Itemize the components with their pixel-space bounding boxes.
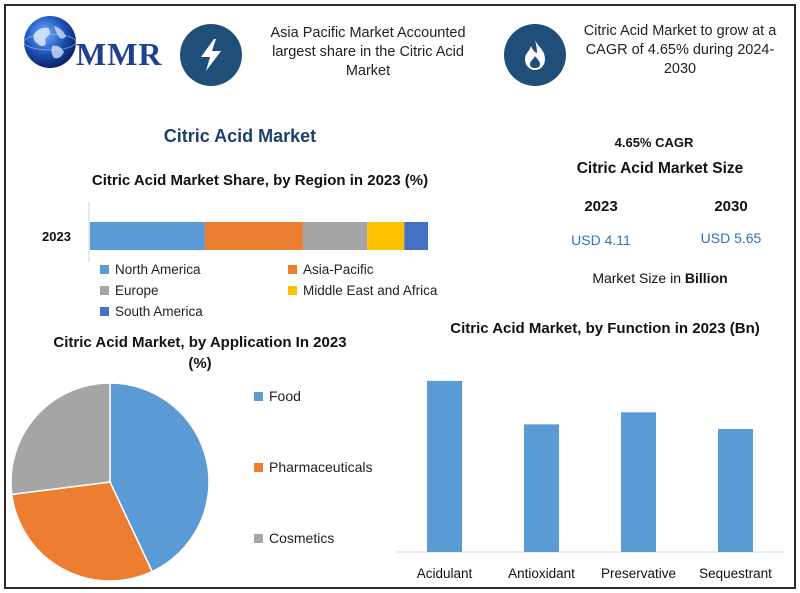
function-bar-antioxidant xyxy=(524,424,559,552)
function-bar-acidulant xyxy=(427,380,462,552)
legend-swatch xyxy=(254,462,263,472)
legend-label: Middle East and Africa xyxy=(303,283,438,298)
legend-swatch xyxy=(288,265,297,274)
value-2023: USD 4.11 xyxy=(571,232,631,248)
globe-logo-icon xyxy=(23,16,77,68)
region-bar-segment-north-america xyxy=(90,222,205,250)
legend-label: North America xyxy=(115,262,201,277)
region-bar-segment-middle-east-and-africa xyxy=(367,222,405,250)
region-chart-category-label: 2023 xyxy=(42,229,71,244)
legend-label: Europe xyxy=(115,283,159,298)
value-2030: USD 5.65 xyxy=(700,230,762,246)
application-legend: Food Pharmaceuticals Cosmetics xyxy=(254,388,404,558)
callout-right-text: Citric Acid Market to grow at a CAGR of … xyxy=(583,23,777,77)
market-size-title: Citric Acid Market Size xyxy=(576,160,744,177)
market-size-note: Market Size in Billion xyxy=(560,270,760,286)
application-chart-title: Citric Acid Market, by Application In 20… xyxy=(53,334,347,372)
region-stacked-bar-chart xyxy=(88,202,428,262)
application-legend-item-food: Food xyxy=(254,388,301,404)
logo-text: MMR xyxy=(76,36,163,72)
function-tick-label-sequestrant: Sequestrant xyxy=(699,566,772,581)
cagr-label: 4.65% CAGR xyxy=(614,135,694,150)
function-chart-title: Citric Acid Market, by Function in 2023 … xyxy=(450,320,760,337)
page-title: Citric Acid Market xyxy=(163,126,317,146)
legend-label: Pharmaceuticals xyxy=(269,459,373,475)
function-tick-label-antioxidant: Antioxidant xyxy=(508,566,575,581)
year-2023-label: 2023 xyxy=(584,198,618,215)
function-bar-chart: Acidulant Antioxidant Preservative Sequestr… xyxy=(396,380,784,581)
application-pie-chart xyxy=(10,382,210,582)
region-legend-item-asia-pacific: Asia-Pacific xyxy=(288,262,374,277)
region-legend: North America Asia-Pacific Europe Middle Ea… xyxy=(100,262,470,324)
region-bar-segment-south-america xyxy=(404,222,428,250)
region-legend-item-europe: Europe xyxy=(100,283,159,298)
legend-swatch xyxy=(288,286,297,295)
application-legend-item-pharmaceuticals: Pharmaceuticals xyxy=(254,459,373,475)
market-size-note-unit: Billion xyxy=(684,270,728,286)
legend-label: Cosmetics xyxy=(269,530,335,546)
function-tick-label-acidulant: Acidulant xyxy=(417,566,473,581)
function-bar-sequestrant xyxy=(718,428,753,552)
legend-label: Asia-Pacific xyxy=(303,262,374,277)
function-bar-preservative xyxy=(621,412,656,552)
pie-slice-food xyxy=(109,382,210,573)
flame-icon xyxy=(504,24,566,86)
region-bar-segment-europe xyxy=(302,222,368,250)
callout-left-text: Asia Pacific Market Accounted largest sh… xyxy=(270,25,466,79)
legend-swatch xyxy=(254,533,263,543)
legend-swatch xyxy=(100,286,109,295)
legend-swatch xyxy=(100,265,109,274)
pie-slice-pharmaceuticals xyxy=(10,481,154,582)
application-legend-item-cosmetics: Cosmetics xyxy=(254,530,334,546)
market-size-note-prefix: Market Size in xyxy=(592,270,685,286)
region-legend-item-north-america: North America xyxy=(100,262,201,277)
year-2030-label: 2030 xyxy=(714,198,748,215)
infographic-frame xyxy=(4,4,796,589)
legend-label: Food xyxy=(269,388,301,404)
region-chart-title: Citric Acid Market Share, by Region in 2… xyxy=(91,172,429,189)
region-legend-item-south-america: South America xyxy=(100,304,203,319)
pie-slice-cosmetics xyxy=(10,382,111,496)
legend-label: South America xyxy=(115,304,203,319)
function-tick-label-preservative: Preservative xyxy=(601,566,676,581)
region-bar-segment-asia-pacific xyxy=(204,222,303,250)
legend-swatch xyxy=(100,307,109,316)
lightning-icon xyxy=(180,24,242,86)
region-legend-item-middle-east-and-africa: Middle East and Africa xyxy=(288,283,437,298)
legend-swatch xyxy=(254,391,263,401)
